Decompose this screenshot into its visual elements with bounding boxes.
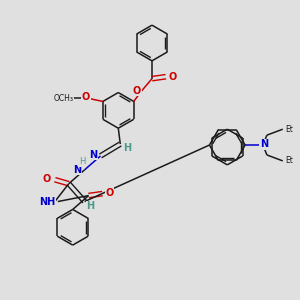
Text: N: N	[260, 139, 268, 149]
Text: H: H	[86, 202, 94, 212]
Text: OCH₃: OCH₃	[53, 94, 73, 103]
Text: N: N	[74, 165, 82, 175]
Text: Et: Et	[285, 125, 292, 134]
Text: Et: Et	[285, 156, 292, 165]
Text: NH: NH	[39, 196, 55, 206]
Text: O: O	[82, 92, 90, 103]
Text: O: O	[169, 72, 177, 82]
Text: N: N	[89, 150, 98, 160]
Text: O: O	[43, 174, 51, 184]
Text: H: H	[123, 143, 131, 153]
Text: O: O	[105, 188, 113, 198]
Text: H: H	[80, 158, 86, 166]
Text: O: O	[133, 85, 141, 96]
